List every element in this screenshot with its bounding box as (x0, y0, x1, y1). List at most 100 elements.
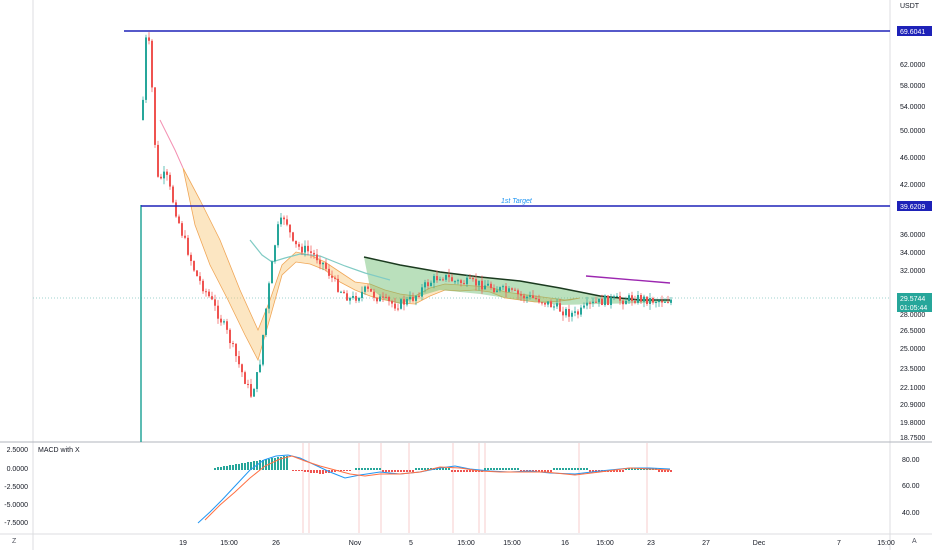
candle-body (670, 299, 672, 303)
candle-body (484, 285, 486, 290)
macd-indicator-title[interactable]: MACD with X (38, 447, 80, 454)
candle-body (412, 296, 414, 301)
macd-hist-bar (223, 466, 225, 470)
macd-hist-bar (634, 468, 636, 470)
macd-hist-bar (466, 470, 468, 472)
candle-body (631, 295, 633, 302)
candle-body (541, 302, 543, 304)
candle-body (454, 281, 456, 283)
price-tick-label: 42.0000 (900, 182, 925, 189)
auto-scale-toggle[interactable]: A (912, 538, 917, 545)
macd-hist-bar (463, 470, 465, 472)
time-tick-label: 23 (647, 540, 655, 547)
macd-hist-bar (559, 468, 561, 470)
price-tick-label: 22.1000 (900, 385, 925, 392)
macd-hist-bar (397, 470, 399, 472)
candle-body (313, 252, 315, 255)
candle-body (667, 301, 669, 303)
candle-body (664, 301, 666, 303)
macd-hist-bar (622, 470, 624, 472)
macd-hist-bar (367, 468, 369, 470)
macd-marker (302, 443, 304, 533)
macd-hist-bar (370, 468, 372, 470)
candle-body (229, 329, 231, 344)
macd-hist-bar (547, 470, 549, 472)
candle-body (343, 291, 345, 294)
candle-body (559, 303, 561, 312)
macd-hist-bar (331, 470, 333, 472)
macd-hist-bar (496, 468, 498, 470)
macd-hist-bar (298, 470, 300, 471)
candle-body (661, 300, 663, 303)
macd-hist-bar (400, 470, 402, 472)
candle-body (463, 283, 465, 285)
macd-hist-bar (391, 470, 393, 472)
candle-body (523, 295, 525, 299)
candle-body (430, 282, 432, 287)
macd-hist-bar (562, 468, 564, 470)
macd-hist-bar (658, 470, 660, 472)
macd-hist-bar (469, 470, 471, 472)
price-tick-label: 58.0000 (900, 83, 925, 90)
time-tick-label: Nov (349, 540, 362, 547)
candle-body (370, 288, 372, 292)
macd-hist-bar (577, 468, 579, 470)
candle-body (604, 295, 606, 306)
macd-hist-bar (340, 470, 342, 471)
macd-hist-bar (406, 470, 408, 472)
price-axis[interactable]: 66.000062.000058.000054.000050.000046.00… (900, 26, 925, 442)
macd-hist-bar (619, 470, 621, 472)
macd-hist-bar (286, 456, 288, 470)
candle-body (361, 291, 363, 298)
candle-body (331, 275, 333, 278)
candle-body (235, 343, 237, 357)
candle-body (628, 295, 630, 301)
macd-hist-bar (295, 470, 297, 471)
price-tick-label: 20.9000 (900, 402, 925, 409)
candle-body (277, 224, 279, 246)
candle-body (226, 321, 228, 330)
candle-body (337, 278, 339, 292)
candle-body (250, 384, 252, 397)
macd-hist-bar (274, 458, 276, 470)
macd-hist-bar (541, 470, 543, 472)
candle-body (517, 290, 519, 295)
macd-hist-bar (283, 456, 285, 470)
macd-hist-bar (574, 468, 576, 470)
candle-body (298, 244, 300, 247)
candle-body (367, 286, 369, 289)
time-tick-label: 26 (272, 540, 280, 547)
candle-body (556, 303, 558, 307)
time-axis[interactable]: 19 15:00 26 Nov 5 15:00 15:00 16 15:00 23 27 Dec 7 15… (179, 540, 895, 547)
candle-body (571, 312, 573, 317)
candle-body (529, 295, 531, 297)
candle-body (469, 277, 471, 279)
price-tick-label: 28.0000 (900, 312, 925, 319)
candle-body (382, 296, 384, 298)
candle-body (280, 217, 282, 225)
purple-trend-line[interactable] (585, 275, 671, 284)
candle-body (154, 87, 156, 145)
macd-hist-bar (382, 470, 384, 472)
candle-body (364, 286, 366, 292)
candle-body (646, 296, 648, 304)
candle-body (616, 295, 618, 297)
time-tick-label: 5 (409, 540, 413, 547)
candle-body (640, 295, 642, 302)
candle-body (199, 276, 201, 281)
candle-body (400, 299, 402, 309)
log-scale-toggle[interactable]: Z (12, 538, 17, 545)
macd-hist-bar (628, 468, 630, 470)
candle-body (289, 224, 291, 233)
candle-body (241, 364, 243, 373)
macd-hist-bar (592, 470, 594, 472)
macd-hist-bar (250, 462, 252, 470)
candle-body (217, 305, 219, 319)
macd-signal-markers (302, 443, 648, 533)
macd-hist-bar (238, 464, 240, 470)
candle-body (649, 298, 651, 304)
candle-body (478, 280, 480, 286)
target-price-tag (897, 201, 932, 211)
macd-right-tick: 40.00 (902, 510, 920, 517)
